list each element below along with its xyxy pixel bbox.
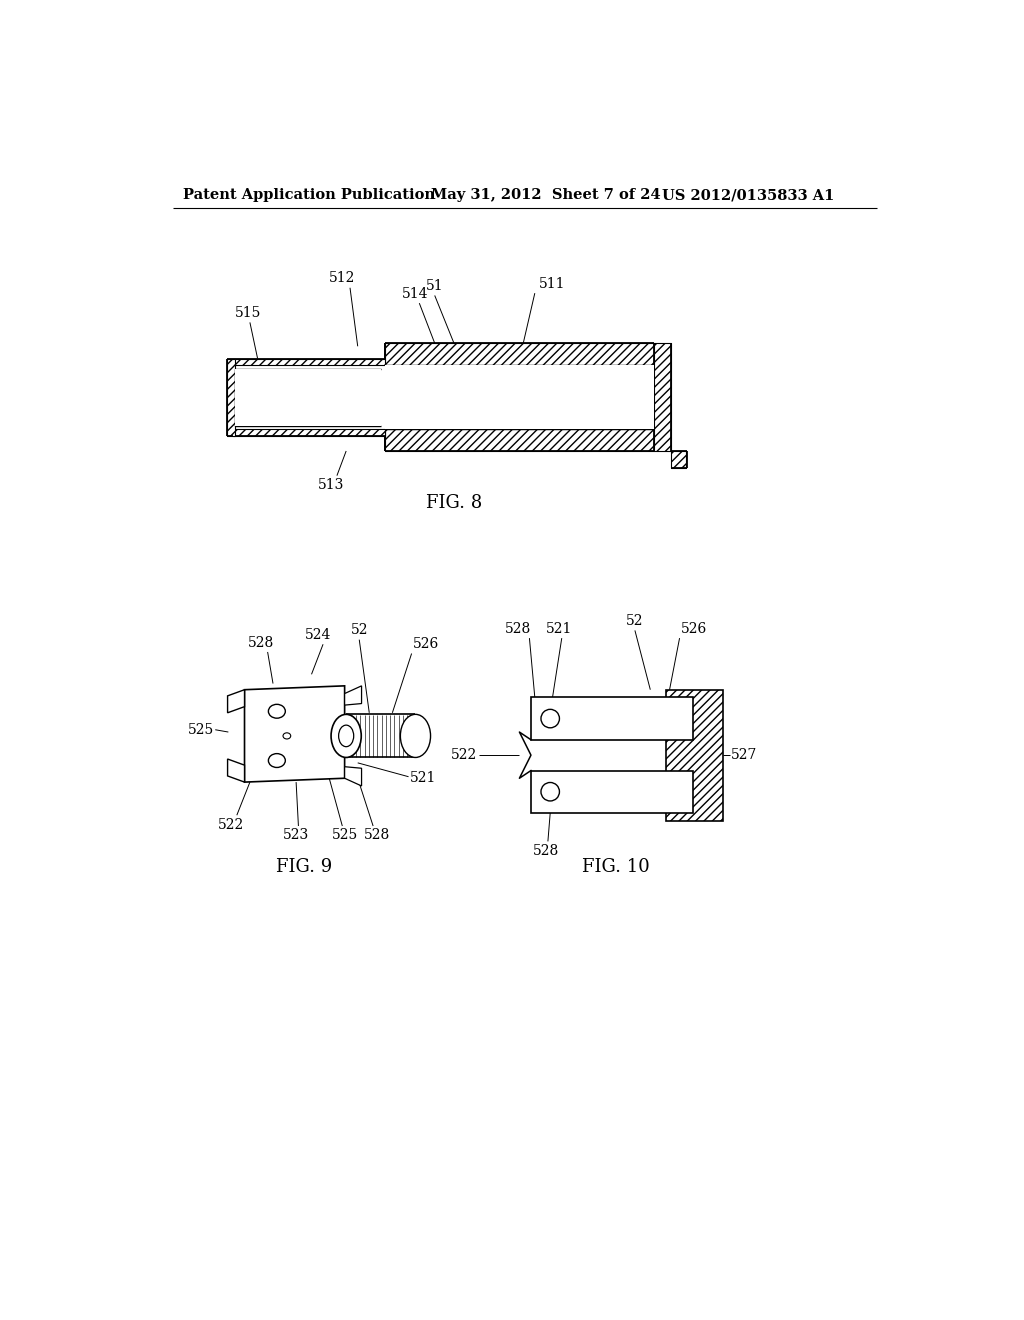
Text: 528: 528 <box>249 636 274 649</box>
Text: 52: 52 <box>626 614 644 628</box>
Bar <box>385 343 654 364</box>
Text: 514: 514 <box>402 286 429 301</box>
Text: 528: 528 <box>534 843 559 858</box>
Bar <box>531 697 692 739</box>
Text: 513: 513 <box>317 478 344 492</box>
Text: 52: 52 <box>350 623 368 638</box>
Bar <box>234 368 381 425</box>
Ellipse shape <box>541 783 559 801</box>
Polygon shape <box>245 686 345 781</box>
Ellipse shape <box>331 714 361 758</box>
Ellipse shape <box>339 725 353 747</box>
Text: 525: 525 <box>332 829 357 842</box>
Polygon shape <box>227 689 245 713</box>
Text: 525: 525 <box>187 723 214 737</box>
Text: 515: 515 <box>234 306 261 321</box>
Ellipse shape <box>541 709 559 727</box>
Bar <box>671 451 686 469</box>
Bar <box>385 364 654 429</box>
Bar <box>233 359 385 364</box>
Text: FIG. 9: FIG. 9 <box>275 858 332 875</box>
Text: 526: 526 <box>681 622 708 636</box>
Text: 524: 524 <box>305 628 332 642</box>
Text: 528: 528 <box>505 622 531 636</box>
Bar <box>654 343 671 451</box>
Text: Patent Application Publication: Patent Application Publication <box>183 189 435 202</box>
Bar <box>666 689 724 821</box>
Text: 526: 526 <box>413 638 439 651</box>
Bar <box>531 771 692 813</box>
Text: FIG. 10: FIG. 10 <box>582 858 649 875</box>
Text: 521: 521 <box>546 622 572 636</box>
Text: FIG. 8: FIG. 8 <box>426 495 482 512</box>
Ellipse shape <box>400 714 430 758</box>
Bar <box>233 429 385 436</box>
Text: May 31, 2012  Sheet 7 of 24: May 31, 2012 Sheet 7 of 24 <box>431 189 660 202</box>
Ellipse shape <box>268 754 286 767</box>
Text: 522: 522 <box>451 748 477 762</box>
Text: 523: 523 <box>283 829 309 842</box>
Bar <box>385 429 654 451</box>
Polygon shape <box>345 686 361 705</box>
Bar <box>346 714 416 758</box>
Bar <box>226 359 234 436</box>
Text: 527: 527 <box>731 748 758 762</box>
Text: 528: 528 <box>364 829 390 842</box>
Polygon shape <box>345 767 361 785</box>
Text: 512: 512 <box>329 272 355 285</box>
Polygon shape <box>227 759 245 781</box>
Text: 521: 521 <box>410 771 436 785</box>
Text: 522: 522 <box>217 817 244 832</box>
Text: 511: 511 <box>539 277 565 290</box>
Text: 51: 51 <box>426 279 443 293</box>
Text: US 2012/0135833 A1: US 2012/0135833 A1 <box>662 189 835 202</box>
Ellipse shape <box>283 733 291 739</box>
Ellipse shape <box>268 705 286 718</box>
